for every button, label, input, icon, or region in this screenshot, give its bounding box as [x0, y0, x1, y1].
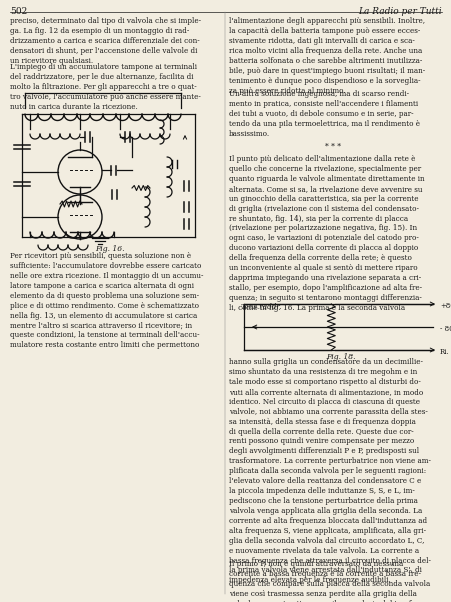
Text: L'impiego di un accumulatore tampone ai terminali
del raddrizzatore, per le due : L'impiego di un accumulatore tampone ai …	[10, 63, 200, 111]
Text: Fig. 18.: Fig. 18.	[326, 353, 355, 361]
Text: Il punto più delicato dell'alimentazione dalla rete è
quello che concerne la riv: Il punto più delicato dell'alimentazione…	[229, 155, 423, 312]
Text: l'alimentazione degli apparecchi più sensibili. Inoltre,
la capacità della batte: l'alimentazione degli apparecchi più sen…	[229, 17, 424, 95]
Text: Un'altra soluzione ingegnosa, ma di scarso rendi-
mento in pratica, consiste nel: Un'altra soluzione ingegnosa, ma di scar…	[229, 90, 419, 138]
Text: 502: 502	[10, 7, 27, 16]
Text: preciso, determinato dal tipo di valvola che si imple-
ga. La fig. 12 da esempio: preciso, determinato dal tipo di valvola…	[10, 17, 201, 64]
Text: hanno sulla griglia un condensatore da un decimillie-
simo shuntato da una resis: hanno sulla griglia un condensatore da u…	[229, 358, 430, 585]
Text: Ri.: Ri.	[439, 348, 449, 356]
Text: * * *: * * *	[324, 143, 340, 151]
Text: La Radio per Tutti: La Radio per Tutti	[358, 7, 441, 16]
Text: +80: +80	[439, 302, 451, 310]
Text: Tens.raddr.: Tens.raddr.	[240, 303, 282, 311]
Text: - 80: - 80	[439, 325, 451, 333]
Text: Per ricevitori più sensibili, questa soluzione non è
sufficiente: l'accumulatore: Per ricevitori più sensibili, questa sol…	[10, 252, 203, 349]
Text: Fig. 16.: Fig. 16.	[95, 245, 124, 253]
Text: Il primo P, non è quindi attraversato da nessuna
corrente a bassa frequenza e la: Il primo P, non è quindi attraversato da…	[229, 560, 429, 602]
